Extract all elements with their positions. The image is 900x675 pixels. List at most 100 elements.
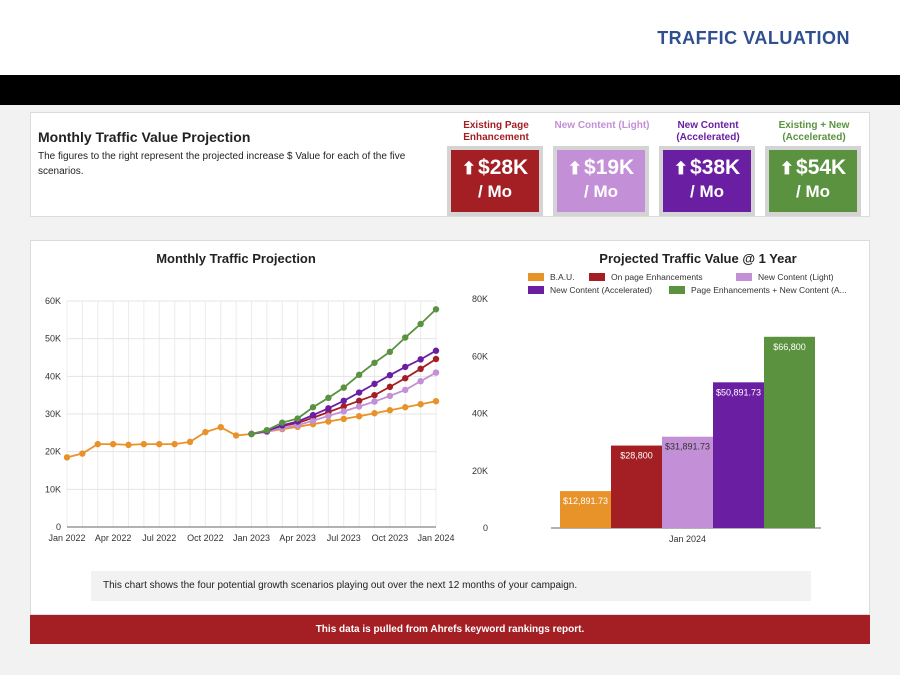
kpi-card-existing-plus-new[interactable]: ⬆$54K / Mo (765, 146, 861, 216)
chart-note: This chart shows the four potential grow… (91, 571, 811, 601)
y-tick-label: 20K (472, 466, 488, 476)
y-tick-label: 80K (472, 294, 488, 304)
data-point (202, 428, 209, 436)
kpi-card-existing-page[interactable]: ⬆$28K / Mo (447, 146, 543, 216)
data-point (402, 375, 409, 382)
kpi-card-new-content-accelerated[interactable]: ⬆$38K / Mo (659, 146, 755, 216)
data-point (340, 384, 347, 391)
summary-card: Monthly Traffic Value Projection The fig… (30, 112, 870, 217)
kpi-label-existing-page: Existing Page Enhancement (463, 120, 529, 143)
kpi-unit: / Mo (584, 182, 618, 201)
arrow-up-icon: ⬆ (461, 159, 477, 178)
bar (560, 491, 611, 528)
data-point (417, 356, 424, 363)
data-point (371, 410, 378, 417)
y-tick-label: 60K (45, 296, 61, 306)
data-point (402, 334, 409, 341)
kpi-value: $54K (796, 156, 847, 179)
y-tick-label: 20K (45, 447, 61, 457)
charts-card: Monthly Traffic Projection 0 10K 20K 30K 40K 5… (30, 240, 870, 615)
y-tick-label: 40K (472, 409, 488, 419)
data-point (340, 403, 347, 410)
arrow-up-icon: ⬆ (673, 159, 689, 178)
y-tick-label: 30K (45, 409, 61, 419)
header-divider-bar (0, 75, 900, 105)
bar-value-label: $50,891.73 (716, 387, 761, 397)
data-point (217, 423, 224, 431)
data-point (109, 440, 117, 448)
data-point (140, 440, 148, 448)
legend-swatch (669, 286, 685, 294)
data-point (325, 405, 332, 412)
kpi-label-new-content-accelerated: New Content (Accelerated) (676, 120, 740, 143)
legend-label: On page Enhancements (611, 272, 703, 282)
bar-value-label: $66,800 (773, 342, 806, 352)
data-point (325, 412, 332, 420)
data-point (371, 391, 378, 399)
arrow-up-icon: ⬆ (779, 159, 795, 178)
legend-swatch (736, 273, 752, 281)
data-point (417, 378, 424, 385)
data-point (371, 380, 378, 388)
data-point (432, 369, 440, 376)
legend-swatch (589, 273, 605, 281)
data-point (325, 418, 332, 425)
data-point (432, 397, 440, 405)
summary-description: The figures to the right represent the p… (38, 151, 406, 177)
bar (713, 382, 764, 528)
data-point (156, 440, 163, 448)
data-point (309, 417, 317, 424)
page-header: TRAFFIC VALUATION (0, 0, 900, 75)
bar (764, 336, 815, 528)
data-point (294, 415, 301, 422)
data-point (171, 440, 178, 448)
kpi-card-new-content-light[interactable]: ⬆$19K / Mo (553, 146, 649, 216)
x-tick-label: Jul 2022 (142, 533, 176, 543)
kpi-label-new-content-light: New Content (Light) (554, 120, 650, 131)
data-point (309, 404, 317, 411)
data-point (279, 419, 286, 426)
monthly-traffic-line-chart[interactable]: Monthly Traffic Projection 0 10K 20K 30K 40K 5… (31, 241, 461, 561)
y-tick-label: 50K (45, 334, 61, 344)
data-point (386, 372, 394, 379)
kpi-unit: / Mo (796, 182, 830, 201)
data-point (355, 397, 363, 405)
data-point (309, 411, 317, 419)
arrow-up-icon: ⬆ (567, 159, 583, 178)
y-tick-label: 10K (45, 484, 61, 494)
data-point (263, 426, 271, 434)
bar (662, 436, 713, 528)
y-tick-label: 0 (483, 523, 488, 533)
data-point (432, 306, 440, 313)
summary-title: Monthly Traffic Value Projection (38, 129, 251, 145)
legend-label: B.A.U. (550, 272, 575, 282)
x-tick-label: Oct 2022 (187, 533, 224, 543)
traffic-value-bar-chart[interactable]: Projected Traffic Value @ 1 Year B.A.U. On… (461, 241, 871, 561)
y-tick-label: 60K (472, 351, 488, 361)
data-point (386, 348, 394, 356)
data-point (417, 401, 424, 408)
data-point (386, 407, 394, 414)
data-point (340, 397, 347, 405)
data-point (432, 355, 440, 363)
kpi-value: $28K (478, 156, 529, 179)
data-point (94, 440, 101, 448)
legend-label: New Content (Accelerated) (550, 285, 652, 295)
data-point (355, 413, 363, 420)
data-point (63, 454, 71, 461)
bar (611, 445, 662, 528)
data-point (402, 404, 409, 411)
data-point (186, 438, 194, 446)
kpi-unit: / Mo (478, 182, 512, 201)
data-point (79, 450, 86, 457)
bar-chart-title: Projected Traffic Value @ 1 Year (599, 251, 796, 266)
y-tick-label: 40K (45, 371, 61, 381)
x-tick-label: Apr 2022 (95, 533, 132, 543)
kpi-value: $19K (584, 156, 635, 179)
data-point (386, 383, 394, 391)
legend-label: New Content (Light) (758, 272, 834, 282)
kpi-unit: / Mo (690, 182, 724, 201)
data-point (432, 347, 440, 354)
bar-value-label: $12,891.73 (563, 496, 608, 506)
legend-swatch (528, 286, 544, 294)
